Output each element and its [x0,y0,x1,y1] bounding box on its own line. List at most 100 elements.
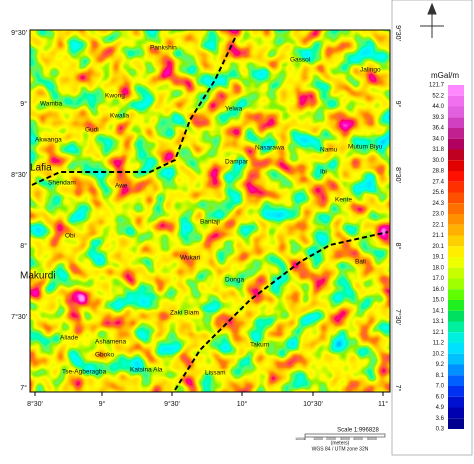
place-name: Kwalla [110,113,130,120]
y-axis-label-right: 7°30' [394,309,402,325]
place-name: Wamba [40,101,63,108]
legend-label: 22.1 [432,222,444,228]
place-name: Zaki Biam [170,310,199,317]
scale-tick-label: 10000 [295,437,305,441]
legend-label: 9.2 [436,362,445,368]
legend-swatch [448,224,464,236]
legend-label: 44.0 [432,104,444,110]
x-axis-label: 9°30' [164,400,180,408]
scale-tick-label: 10000 [313,437,323,441]
legend-title: mGal/m [431,71,459,80]
legend-swatch [448,106,464,118]
place-name: Ashamena [95,339,126,346]
place-name: Wukari [180,255,200,262]
legend-swatch [448,246,464,257]
legend-swatch [448,214,464,225]
legend-label: 19.1 [432,255,444,261]
place-name: Obi [65,233,75,240]
legend-label: 39.3 [432,115,444,121]
legend-label: 7.0 [436,384,445,390]
anomaly-raster [30,30,390,392]
legend-label: 36.4 [432,126,444,132]
scale-bar [304,433,386,438]
place-name: Makurdi [20,271,56,282]
place-name: Kwong [105,93,125,100]
scale-title: Scale 1:996828 [337,428,379,434]
y-axis-label-right: 9°30' [394,25,402,41]
x-axis-label: 10° [237,400,248,408]
legend-label: 21.1 [432,233,444,239]
place-name: Kente [335,197,352,204]
place-name: Pankshin [150,45,177,52]
place-name: Akwanga [35,137,62,144]
scale-tick-label: 20000 [326,437,336,441]
legend-swatch [448,386,464,397]
y-axis-label-right: 8°30' [394,167,402,183]
y-axis-label: 7°30' [11,313,27,321]
legend-swatch [448,267,464,279]
y-axis-label: 8°30' [11,171,27,179]
legend-swatch [448,321,464,333]
scale-units: (meters) [331,440,350,446]
scale-tick-label: 0 [304,437,306,441]
legend-label: 0.3 [436,427,445,433]
legend-label: 17.0 [432,276,444,282]
legend-swatch [448,128,464,139]
place-name: Gassol [290,57,311,64]
legend-swatch [448,171,464,182]
y-axis-label: 9° [20,100,27,108]
x-axis-label: 11° [378,400,388,408]
legend-label: 34.0 [432,136,444,142]
legend-label: 13.1 [432,319,444,325]
legend-label: 11.2 [433,341,445,347]
legend-label: 6.0 [436,394,445,400]
x-axis-label: 9° [99,400,106,408]
legend-swatch [448,117,464,128]
legend-label: 16.0 [432,287,444,293]
legend-swatch [448,353,464,365]
legend-label: 30.0 [432,158,444,164]
legend-swatch [448,203,464,214]
legend-label: 23.0 [432,212,444,218]
fault-lines [31,37,389,391]
y-axis-label: 7° [20,384,27,392]
place-name: Katsina Ala [130,367,163,374]
place-name: Takum [250,342,269,349]
legend-label: 20.1 [432,244,444,250]
place-name: Mutum Biyu [348,144,383,151]
legend-label: 27.4 [432,179,444,185]
legend-swatch [448,257,464,268]
legend-swatch [448,396,464,408]
legend-swatch [448,85,464,96]
y-axis-label-right: 9° [394,101,402,108]
legend-label: 52.2 [432,93,444,99]
legend-label: 8.1 [436,373,445,379]
legend-swatch [448,278,464,290]
legend-label: 25.6 [432,190,444,196]
legend-label: 15.0 [432,298,444,304]
y-axis-label: 8° [20,242,27,250]
north-arrow [420,2,444,38]
place-name: Lafia [30,163,52,174]
legend-swatch [448,300,464,311]
scale-tick-label: 50000 [367,437,377,441]
legend-label: 31.8 [432,147,444,153]
y-axis-label-right: 8° [394,243,402,250]
legend-label: 10.2 [432,351,444,357]
place-name: Jalingo [360,67,381,74]
legend-swatch [448,332,464,343]
legend-swatch [448,375,464,386]
place-name: Bantaji [200,219,220,226]
place-name: Tse-Agberagba [62,369,106,376]
place-name: Bali [355,259,366,266]
legend-swatch [448,160,464,171]
legend-swatch [448,138,464,150]
legend-swatch [448,181,464,193]
place-name: Aliade [60,335,78,342]
y-axis-label: 9°30' [11,29,27,37]
place-name: Gboko [95,352,115,359]
place-name: Namu [320,147,338,154]
legend-label: 12.1 [432,330,444,336]
place-name: Yelwa [225,106,242,113]
